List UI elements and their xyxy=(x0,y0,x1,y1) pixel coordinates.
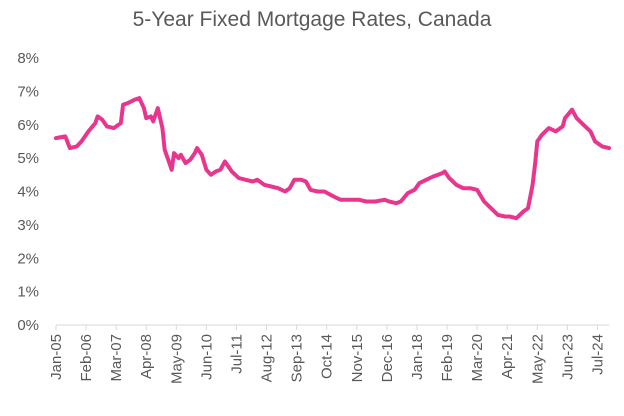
y-tick-label: 6% xyxy=(17,117,39,134)
series-group xyxy=(54,96,611,221)
y-tick-label: 1% xyxy=(17,284,39,301)
series-line xyxy=(54,96,611,221)
y-tick-labels: 0% 1% 2% 3% 4% 5% 6% 7% 8% xyxy=(17,50,39,334)
x-tick-label: Jul-24 xyxy=(589,334,606,375)
x-tick-label: Aug-12 xyxy=(259,334,276,382)
x-tick-label: Oct-14 xyxy=(319,334,336,379)
y-tick-label: 8% xyxy=(17,50,39,67)
x-tick-label: Feb-06 xyxy=(78,334,95,382)
x-tick-labels: Jan-05 Feb-06 Mar-07 Apr-08 May-09 Jun-10 Jul-… xyxy=(48,325,606,384)
y-tick-label: 0% xyxy=(17,317,39,334)
x-tick-label: Apr-21 xyxy=(499,334,516,379)
x-tick-label: Nov-15 xyxy=(349,334,366,382)
x-tick-label: May-09 xyxy=(168,334,185,384)
y-tick-label: 5% xyxy=(17,150,39,167)
x-tick-label: Jul-11 xyxy=(228,334,245,374)
x-tick-label: Dec-16 xyxy=(379,334,396,382)
x-tick-label: Jun-10 xyxy=(198,334,215,380)
y-tick-label: 2% xyxy=(17,250,39,267)
x-tick-label: Mar-20 xyxy=(469,334,486,382)
x-tick-label: Jan-18 xyxy=(409,334,426,380)
x-tick-label: Apr-08 xyxy=(138,334,155,379)
chart-title: 5-Year Fixed Mortgage Rates, Canada xyxy=(132,8,492,31)
x-tick-label: Jan-05 xyxy=(48,334,65,380)
x-tick-label: Feb-19 xyxy=(439,334,456,382)
y-tick-label: 4% xyxy=(17,184,39,201)
x-tick-label: Jun-23 xyxy=(559,334,576,380)
y-tick-label: 3% xyxy=(17,217,39,234)
x-tick-label: Mar-07 xyxy=(108,334,125,382)
x-tick-label: Sep-13 xyxy=(289,334,306,382)
y-tick-label: 7% xyxy=(17,83,39,100)
x-tick-label: May-22 xyxy=(529,334,546,384)
